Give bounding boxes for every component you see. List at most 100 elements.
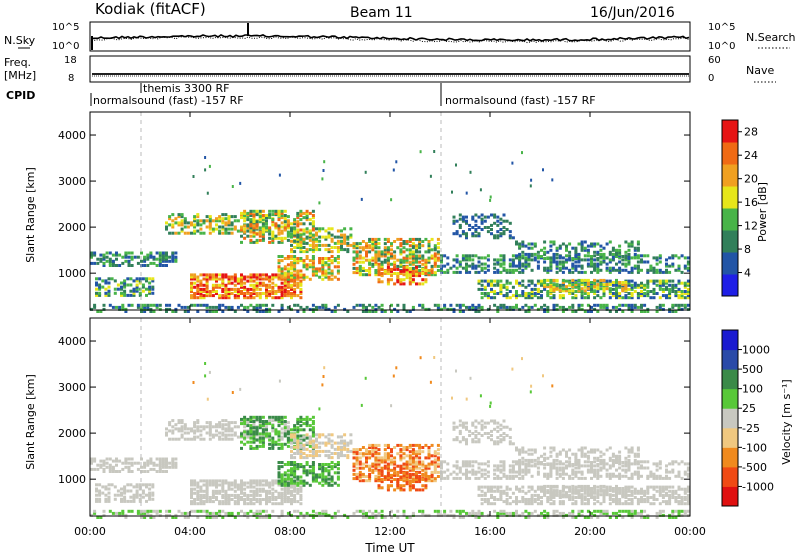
power-cell xyxy=(502,285,506,289)
velocity-cell xyxy=(196,491,200,495)
velocity-cell xyxy=(468,470,472,474)
power-cell xyxy=(661,290,665,293)
velocity-cell xyxy=(630,476,634,480)
power-cell xyxy=(546,270,550,274)
velocity-cell xyxy=(415,454,418,458)
power-cell xyxy=(343,239,347,243)
velocity-cell xyxy=(590,496,593,499)
power-cell xyxy=(283,226,287,230)
power-cell xyxy=(511,260,515,264)
power-cell xyxy=(489,198,492,202)
power-cell xyxy=(274,209,278,213)
power-cell xyxy=(168,223,172,227)
power-cell xyxy=(111,259,115,263)
velocity-cell xyxy=(543,493,547,497)
power-cell xyxy=(458,223,462,227)
velocity-cell xyxy=(365,464,368,468)
power-cell xyxy=(132,279,136,283)
velocity-cell xyxy=(371,450,375,454)
power-cell xyxy=(393,265,397,269)
power-cell xyxy=(577,264,581,268)
velocity-cell xyxy=(205,493,209,497)
power-cell xyxy=(321,235,325,239)
velocity-cell xyxy=(299,445,303,449)
velocity-cell xyxy=(302,438,306,442)
velocity-cell xyxy=(652,476,656,480)
velocity-cell xyxy=(202,437,206,441)
velocity-cell xyxy=(399,466,403,470)
velocity-cell xyxy=(152,461,156,465)
power-cell xyxy=(196,290,200,293)
velocity-cell xyxy=(255,491,259,495)
power-cell xyxy=(199,294,203,298)
velocity-cell xyxy=(145,499,148,503)
power-cell xyxy=(499,287,503,291)
power-cell xyxy=(321,257,325,260)
power-cell xyxy=(308,259,312,263)
power-cell xyxy=(552,294,556,298)
power-cell xyxy=(145,287,148,291)
power-cell xyxy=(168,255,172,259)
velocity-cell xyxy=(658,474,662,478)
power-cell xyxy=(277,236,281,240)
power-cell xyxy=(652,266,656,270)
velocity-cell xyxy=(249,424,253,428)
power-cell xyxy=(368,237,372,241)
power-cell xyxy=(358,273,362,277)
power-cell xyxy=(324,243,328,247)
velocity-cell xyxy=(377,460,381,464)
velocity-cell xyxy=(268,481,272,485)
power-cell xyxy=(596,303,600,307)
velocity-cell xyxy=(246,424,250,428)
velocity-cell xyxy=(440,466,443,470)
power-cell xyxy=(218,303,222,307)
velocity-cell xyxy=(343,445,347,449)
velocity-cell xyxy=(411,448,415,452)
power-cell xyxy=(177,221,181,225)
power-cell xyxy=(277,259,281,263)
power-cell xyxy=(321,265,325,269)
velocity-cell xyxy=(268,432,272,436)
velocity-cell xyxy=(621,474,625,478)
velocity-cell xyxy=(421,464,425,468)
power-cell xyxy=(296,246,300,249)
power-cell xyxy=(430,264,434,268)
power-cell xyxy=(602,292,606,295)
velocity-cell xyxy=(358,475,362,478)
velocity-cell xyxy=(393,460,397,464)
power-cell xyxy=(365,252,368,256)
velocity-cell xyxy=(568,476,572,480)
power-cell xyxy=(452,215,456,219)
power-cell xyxy=(540,290,543,293)
power-cell xyxy=(107,289,111,293)
power-cell xyxy=(452,221,456,225)
velocity-cell xyxy=(132,493,136,497)
velocity-cell xyxy=(530,493,534,497)
velocity-cell xyxy=(293,435,297,439)
velocity-cell xyxy=(324,479,328,483)
power-cell xyxy=(218,296,222,300)
power-cell xyxy=(627,242,631,246)
power-cell xyxy=(308,218,312,222)
velocity-cell xyxy=(190,496,193,499)
power-cell xyxy=(215,227,218,231)
velocity-cell xyxy=(255,493,259,497)
velocity-cell xyxy=(424,484,428,488)
power-cell xyxy=(99,257,103,261)
velocity-cell xyxy=(421,450,425,454)
velocity-cell xyxy=(286,438,290,442)
velocity-cell xyxy=(261,442,265,446)
power-cell xyxy=(408,240,412,243)
power-cell xyxy=(671,256,675,260)
velocity-cell xyxy=(196,498,200,501)
power-cell xyxy=(330,227,334,231)
velocity-cell xyxy=(302,447,306,451)
velocity-cell xyxy=(252,496,256,499)
power-cell xyxy=(480,221,484,225)
power-cell xyxy=(96,261,100,265)
power-cell xyxy=(611,246,615,250)
velocity-cell xyxy=(521,462,525,466)
velocity-cell xyxy=(505,498,509,501)
velocity-cell xyxy=(302,469,306,473)
